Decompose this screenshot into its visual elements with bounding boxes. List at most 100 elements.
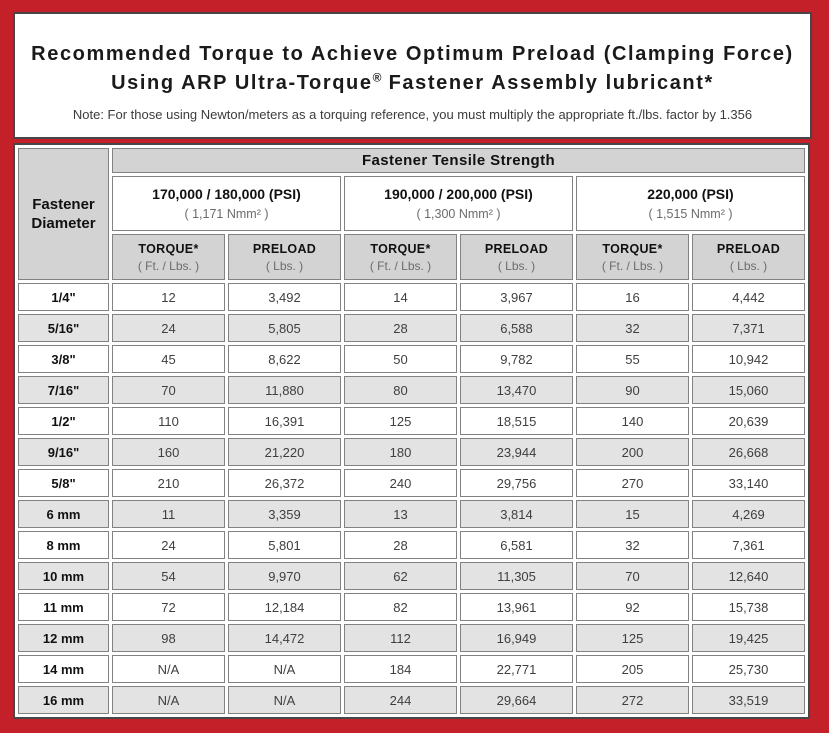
preload-value-cell: 10,942 bbox=[692, 345, 805, 373]
fastener-diameter-cell: 3/8" bbox=[18, 345, 109, 373]
table-row: 12 mm 98 14,472 112 16,949 125 19,425 bbox=[18, 624, 805, 652]
torque-value-cell: 15 bbox=[576, 500, 689, 528]
fastener-diameter-cell: 14 mm bbox=[18, 655, 109, 683]
torque-value-cell: 92 bbox=[576, 593, 689, 621]
torque-value-cell: 16 bbox=[576, 283, 689, 311]
tensile-strength-header-row: Fastener Diameter Fastener Tensile Stren… bbox=[18, 148, 805, 280]
torque-col-header: TORQUE* ( Ft. / Lbs. ) bbox=[344, 234, 457, 280]
torque-value-cell: 98 bbox=[112, 624, 225, 652]
preload-value-cell: 7,361 bbox=[692, 531, 805, 559]
torque-value-cell: 80 bbox=[344, 376, 457, 404]
nmm-label: ( 1,300 Nmm² ) bbox=[416, 207, 501, 221]
torque-value-cell: 270 bbox=[576, 469, 689, 497]
col-header-label: PRELOAD bbox=[252, 241, 317, 256]
torque-preload-header-row: TORQUE* ( Ft. / Lbs. ) PRELOAD ( Lbs. ) TORQ… bbox=[18, 234, 805, 280]
nmm-label: ( 1,515 Nmm² ) bbox=[648, 207, 733, 221]
table-row: 14 mm N/A N/A 184 22,771 205 25,730 bbox=[18, 655, 805, 683]
preload-col-header: PRELOAD ( Lbs. ) bbox=[460, 234, 573, 280]
preload-value-cell: 3,814 bbox=[460, 500, 573, 528]
preload-value-cell: 9,782 bbox=[460, 345, 573, 373]
title-panel: Recommended Torque to Achieve Optimum Pr… bbox=[13, 12, 812, 139]
preload-value-cell: 33,140 bbox=[692, 469, 805, 497]
preload-value-cell: 29,756 bbox=[460, 469, 573, 497]
torque-value-cell: 11 bbox=[112, 500, 225, 528]
preload-value-cell: 29,664 bbox=[460, 686, 573, 714]
col-header-label: PRELOAD bbox=[484, 241, 549, 256]
preload-value-cell: 21,220 bbox=[228, 438, 341, 466]
table-row: 1/4" 12 3,492 14 3,967 16 4,442 bbox=[18, 283, 805, 311]
torque-value-cell: 140 bbox=[576, 407, 689, 435]
torque-value-cell: 160 bbox=[112, 438, 225, 466]
torque-value-cell: 13 bbox=[344, 500, 457, 528]
fastener-diameter-cell: 11 mm bbox=[18, 593, 109, 621]
table-row: 3/8" 45 8,622 50 9,782 55 10,942 bbox=[18, 345, 805, 373]
torque-value-cell: 210 bbox=[112, 469, 225, 497]
preload-value-cell: 11,305 bbox=[460, 562, 573, 590]
col-header-label: PRELOAD bbox=[716, 241, 781, 256]
col-header-units: ( Lbs. ) bbox=[497, 258, 536, 273]
preload-col-header: PRELOAD ( Lbs. ) bbox=[228, 234, 341, 280]
preload-value-cell: 6,581 bbox=[460, 531, 573, 559]
torque-value-cell: 45 bbox=[112, 345, 225, 373]
torque-value-cell: 28 bbox=[344, 314, 457, 342]
preload-value-cell: 13,961 bbox=[460, 593, 573, 621]
torque-value-cell: 184 bbox=[344, 655, 457, 683]
page-title-line1: Recommended Torque to Achieve Optimum Pr… bbox=[31, 43, 794, 65]
page-title-line2: Using ARP Ultra-Torque® Fastener Assembl… bbox=[111, 70, 714, 94]
torque-value-cell: 125 bbox=[344, 407, 457, 435]
fastener-diameter-cell: 10 mm bbox=[18, 562, 109, 590]
torque-value-cell: 28 bbox=[344, 531, 457, 559]
fastener-diameter-cell: 9/16" bbox=[18, 438, 109, 466]
psi-group-2: 190,000 / 200,000 (PSI) ( 1,300 Nmm² ) bbox=[344, 176, 573, 231]
fastener-diameter-cell: 5/8" bbox=[18, 469, 109, 497]
psi-label: 170,000 / 180,000 (PSI) bbox=[152, 186, 301, 202]
fastener-diameter-cell: 1/4" bbox=[18, 283, 109, 311]
preload-value-cell: N/A bbox=[228, 655, 341, 683]
torque-value-cell: N/A bbox=[112, 686, 225, 714]
torque-value-cell: 54 bbox=[112, 562, 225, 590]
table-row: 11 mm 72 12,184 82 13,961 92 15,738 bbox=[18, 593, 805, 621]
fastener-diameter-cell: 6 mm bbox=[18, 500, 109, 528]
psi-group-3: 220,000 (PSI) ( 1,515 Nmm² ) bbox=[576, 176, 805, 231]
col-header-units: ( Lbs. ) bbox=[729, 258, 768, 273]
preload-value-cell: 25,730 bbox=[692, 655, 805, 683]
torque-value-cell: 82 bbox=[344, 593, 457, 621]
torque-value-cell: 180 bbox=[344, 438, 457, 466]
preload-value-cell: 11,880 bbox=[228, 376, 341, 404]
col-header-units: ( Ft. / Lbs. ) bbox=[601, 258, 664, 273]
table-row: 7/16" 70 11,880 80 13,470 90 15,060 bbox=[18, 376, 805, 404]
preload-value-cell: 12,640 bbox=[692, 562, 805, 590]
col-header-units: ( Ft. / Lbs. ) bbox=[137, 258, 200, 273]
psi-group-1: 170,000 / 180,000 (PSI) ( 1,171 Nmm² ) bbox=[112, 176, 341, 231]
preload-value-cell: 16,949 bbox=[460, 624, 573, 652]
preload-value-cell: 9,970 bbox=[228, 562, 341, 590]
psi-label: 220,000 (PSI) bbox=[647, 186, 734, 202]
torque-value-cell: 50 bbox=[344, 345, 457, 373]
preload-value-cell: 7,371 bbox=[692, 314, 805, 342]
tensile-strength-header: Fastener Tensile Strength bbox=[112, 148, 805, 173]
preload-value-cell: 15,738 bbox=[692, 593, 805, 621]
fastener-diameter-cell: 12 mm bbox=[18, 624, 109, 652]
torque-col-header: TORQUE* ( Ft. / Lbs. ) bbox=[112, 234, 225, 280]
preload-value-cell: 5,801 bbox=[228, 531, 341, 559]
table-row: 9/16" 160 21,220 180 23,944 200 26,668 bbox=[18, 438, 805, 466]
col-header-label: TORQUE* bbox=[602, 241, 663, 256]
fastener-diameter-header: Fastener Diameter bbox=[18, 148, 109, 280]
preload-value-cell: 8,622 bbox=[228, 345, 341, 373]
col-header-units: ( Ft. / Lbs. ) bbox=[369, 258, 432, 273]
preload-value-cell: 3,967 bbox=[460, 283, 573, 311]
torque-value-cell: 112 bbox=[344, 624, 457, 652]
preload-value-cell: 20,639 bbox=[692, 407, 805, 435]
fastener-diameter-cell: 16 mm bbox=[18, 686, 109, 714]
torque-value-cell: 205 bbox=[576, 655, 689, 683]
torque-value-cell: 125 bbox=[576, 624, 689, 652]
preload-value-cell: 23,944 bbox=[460, 438, 573, 466]
preload-value-cell: 33,519 bbox=[692, 686, 805, 714]
psi-header-row: 170,000 / 180,000 (PSI) ( 1,171 Nmm² ) 1… bbox=[18, 176, 805, 231]
preload-value-cell: 18,515 bbox=[460, 407, 573, 435]
preload-value-cell: 19,425 bbox=[692, 624, 805, 652]
torque-value-cell: 24 bbox=[112, 314, 225, 342]
table-row: 5/16" 24 5,805 28 6,588 32 7,371 bbox=[18, 314, 805, 342]
conversion-note: Note: For those using Newton/meters as a… bbox=[72, 107, 753, 122]
